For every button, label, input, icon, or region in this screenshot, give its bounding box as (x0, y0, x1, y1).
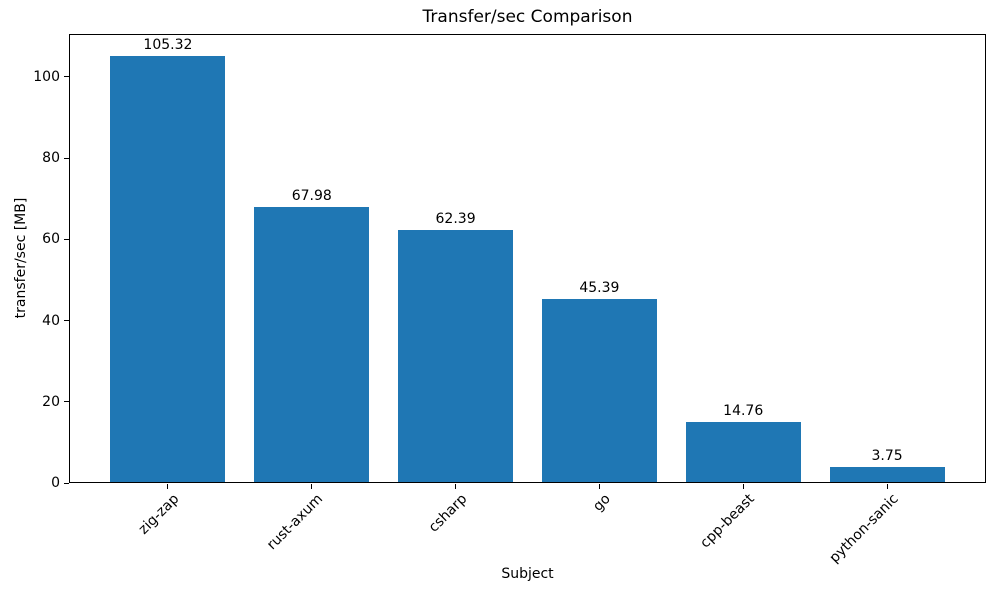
x-tick-mark (598, 484, 600, 489)
bar-slot: 45.39 (527, 35, 671, 482)
bar-csharp: 62.39 (398, 211, 514, 482)
x-tick-label-csharp: csharp (425, 491, 470, 536)
x-tick-label-zig-zap: zig-zap (135, 491, 183, 538)
y-tick-label: 60 (42, 231, 60, 248)
bar-slot: 67.98 (240, 35, 384, 482)
y-tick-mark (64, 482, 69, 484)
bar-zig-zap: 105.32 (110, 37, 226, 482)
x-tick-mark (886, 484, 888, 489)
x-tick-label-rust-axum: rust-axum (263, 491, 327, 554)
bar-cpp-beast: 14.76 (685, 403, 801, 482)
x-tick-label-go: go (590, 491, 614, 515)
bar-go: 45.39 (541, 280, 657, 482)
x-tick-label-python-sanic: python-sanic (826, 491, 902, 567)
y-tick-label: 0 (51, 475, 60, 491)
bar-value-label: 105.32 (143, 37, 193, 54)
y-tick-label: 100 (33, 68, 60, 85)
x-axis-label: Subject (501, 566, 554, 582)
bar-value-label: 3.75 (871, 447, 903, 464)
y-axis-label: transfer/sec [MB] (13, 197, 29, 319)
bar-value-label: 45.39 (579, 279, 620, 296)
bar-value-label: 14.76 (723, 403, 764, 420)
x-tick-mark (455, 484, 457, 489)
y-tick-mark (64, 320, 69, 322)
bar-value-label: 62.39 (435, 210, 476, 227)
bar-rust-axum: 67.98 (254, 188, 370, 482)
y-tick-mark (64, 238, 69, 240)
chart-title: Transfer/sec Comparison (422, 7, 633, 27)
plot-area: 105.32 67.98 62.39 45.39 14.76 3.75 (69, 34, 986, 483)
y-tick-mark (64, 401, 69, 403)
bar-slot: 105.32 (96, 35, 240, 482)
y-tick-mark (64, 157, 69, 159)
bar-slot: 14.76 (671, 35, 815, 482)
y-tick-mark (64, 76, 69, 78)
bar-value-label: 67.98 (291, 188, 332, 205)
bar-slot: 3.75 (815, 35, 959, 482)
y-tick-label: 20 (42, 393, 60, 410)
x-tick-mark (311, 484, 313, 489)
bar-python-sanic: 3.75 (829, 448, 945, 482)
x-tick-label-cpp-beast: cpp-beast (697, 491, 758, 552)
y-tick-label: 80 (42, 150, 60, 167)
x-tick-mark (167, 484, 169, 489)
bar-slot: 62.39 (384, 35, 528, 482)
y-tick-label: 40 (42, 312, 60, 329)
x-tick-mark (742, 484, 744, 489)
